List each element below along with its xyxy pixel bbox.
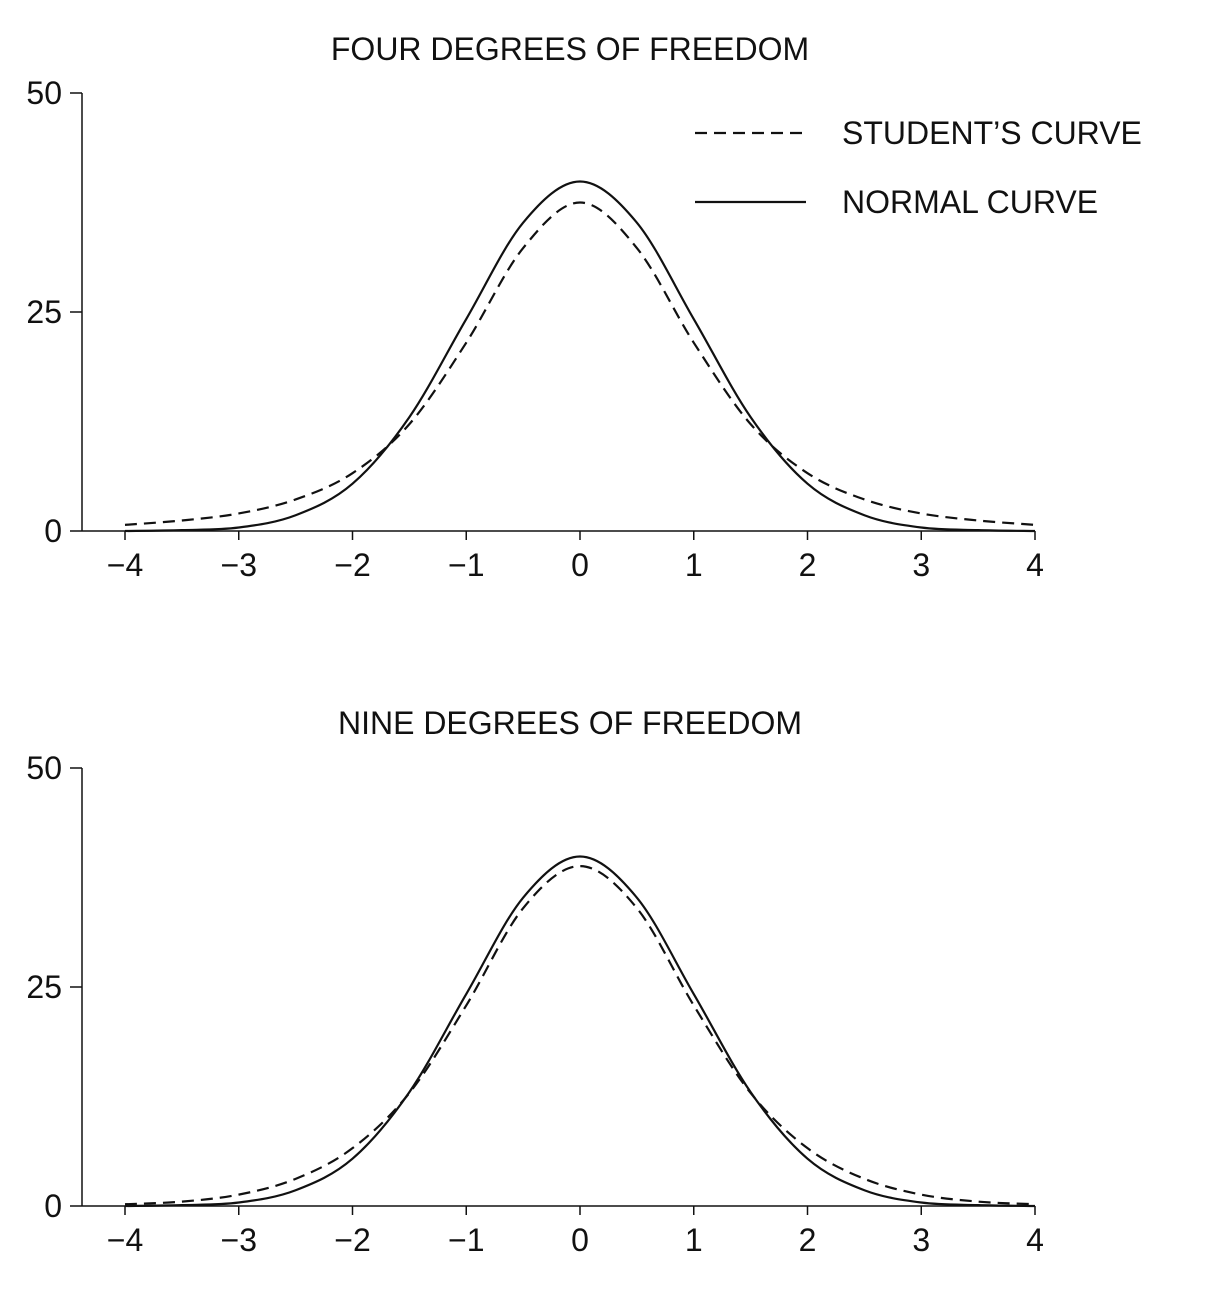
x-tick-label: −4 <box>107 1222 143 1258</box>
x-tick-label: 0 <box>571 1222 589 1258</box>
x-tick-label: 4 <box>1026 1222 1044 1258</box>
x-tick-label: −4 <box>107 547 143 583</box>
x-tick-label: 2 <box>799 547 817 583</box>
normal-curve-line <box>124 180 1036 533</box>
x-tick-label: 2 <box>799 1222 817 1258</box>
legend-student-label: STUDENT’S CURVE <box>842 115 1142 151</box>
x-tick-label: −1 <box>448 1222 484 1258</box>
student-curve-line <box>124 201 1036 526</box>
x-tick-label: −3 <box>221 1222 257 1258</box>
y-tick-label: 25 <box>26 969 62 1005</box>
legend-normal-label: NORMAL CURVE <box>842 184 1098 220</box>
x-tick-label: −2 <box>334 547 370 583</box>
y-tick-label: 25 <box>26 294 62 330</box>
chart-title: NINE DEGREES OF FREEDOM <box>338 705 802 741</box>
x-tick-label: 3 <box>912 1222 930 1258</box>
x-tick-label: 0 <box>571 547 589 583</box>
normal-curve-line <box>124 855 1036 1208</box>
y-tick-label: 50 <box>26 750 62 786</box>
x-tick-label: 4 <box>1026 547 1044 583</box>
chart-title: FOUR DEGREES OF FREEDOM <box>331 31 809 67</box>
x-tick-label: −3 <box>221 547 257 583</box>
x-tick-label: −2 <box>334 1222 370 1258</box>
y-tick-label: 0 <box>44 513 62 549</box>
x-tick-label: −1 <box>448 547 484 583</box>
y-tick-label: 50 <box>26 75 62 111</box>
x-tick-label: 1 <box>685 1222 703 1258</box>
student-curve-line <box>124 865 1036 1206</box>
y-tick-label: 0 <box>44 1188 62 1224</box>
x-tick-label: 3 <box>912 547 930 583</box>
x-tick-label: 1 <box>685 547 703 583</box>
